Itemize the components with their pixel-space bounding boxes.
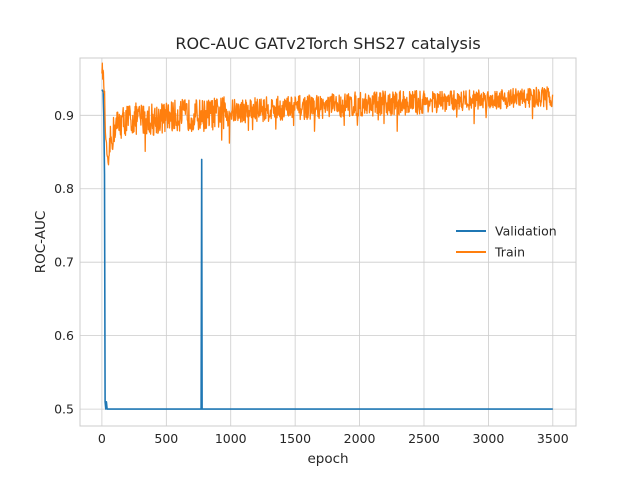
x-tick-label: 0 [98,431,106,446]
x-tick-label: 1500 [279,431,311,446]
tick-labels: 0 500 1000 1500 2000 2500 3000 3500 0.5 0.6 0.7 0.8… [54,108,569,446]
legend-label-validation: Validation [495,224,557,239]
y-tick-label: 0.8 [54,181,74,196]
legend: Validation Train [456,224,557,260]
x-tick-label: 500 [154,431,178,446]
y-tick-label: 0.5 [54,402,74,417]
plot-frame [79,57,577,427]
series-line-train [101,62,554,166]
y-tick-label: 0.9 [54,108,74,123]
x-tick-label: 1000 [215,431,247,446]
x-tick-label: 2500 [408,431,440,446]
x-tick-label: 3000 [472,431,504,446]
series-layer [101,62,554,410]
y-tick-label: 0.6 [54,328,74,343]
series-line-validation [101,89,553,410]
x-tick-label: 3500 [537,431,569,446]
y-axis-label: ROC-AUC [33,211,49,274]
x-axis-label: epoch [307,451,348,467]
chart-title: ROC-AUC GATv2Torch SHS27 catalysis [175,34,480,53]
x-tick-label: 2000 [344,431,376,446]
legend-label-train: Train [494,245,525,260]
y-tick-label: 0.7 [54,255,74,270]
